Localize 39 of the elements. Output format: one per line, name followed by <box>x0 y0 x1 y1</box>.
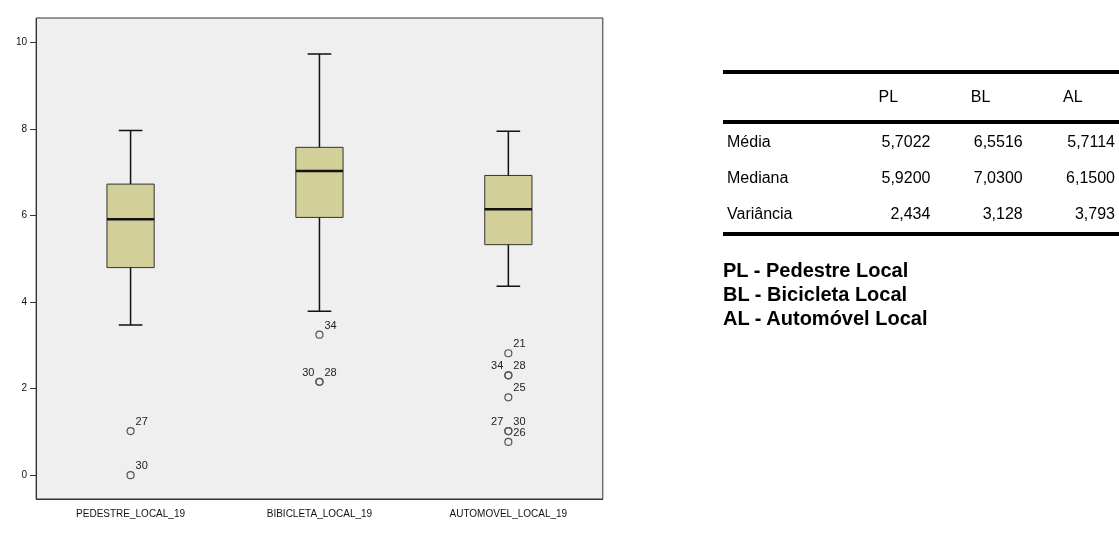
text: 5,7022 <box>880 132 932 152</box>
text: 5,9200 <box>880 168 932 188</box>
text: AL <box>1062 87 1084 107</box>
annotation: 27 <box>135 415 148 428</box>
x-tick-label: PEDESTRE_LOCAL_19 <box>76 507 186 519</box>
text: 2,434 <box>889 204 932 224</box>
text: Mediana <box>726 168 790 188</box>
text: PL - Pedestre Local <box>723 258 910 282</box>
text: 5,7114 <box>1066 132 1116 152</box>
text: 3,128 <box>981 204 1024 224</box>
annotation: 25 <box>513 381 526 394</box>
annotation: 26 <box>513 425 526 438</box>
annotation: 34 <box>491 359 504 372</box>
x-tick-label: BIBICLETA_LOCAL_19 <box>266 507 373 519</box>
text: BL - Bicicleta Local <box>723 282 909 306</box>
y-tick-label: 0 <box>21 468 28 480</box>
y-tick-label: 6 <box>21 209 28 221</box>
text: Média <box>726 132 772 152</box>
text: 6,5516 <box>972 132 1024 152</box>
annotation: 28 <box>324 365 337 378</box>
text: PL <box>877 87 900 107</box>
x-tick-label: AUTOMOVEL_LOCAL_19 <box>449 507 568 519</box>
text: 3,793 <box>1073 204 1116 224</box>
annotation: 30 <box>302 365 315 378</box>
y-tick-label: 4 <box>21 295 28 307</box>
y-tick-label: 8 <box>21 122 28 134</box>
annotation: 30 <box>135 459 148 472</box>
text: 6,1500 <box>1065 168 1116 188</box>
annotation: 34 <box>324 318 337 331</box>
annotation: 27 <box>491 415 504 428</box>
text: BL <box>969 87 992 107</box>
text: Variância <box>726 204 794 224</box>
text: AL - Automóvel Local <box>723 306 929 330</box>
annotation: 28 <box>513 359 526 372</box>
annotation: 21 <box>513 337 526 350</box>
text: 7,0300 <box>972 168 1024 188</box>
y-tick-label: 10 <box>16 36 28 48</box>
annotation: 30 <box>513 415 526 428</box>
y-tick-label: 2 <box>21 382 28 394</box>
